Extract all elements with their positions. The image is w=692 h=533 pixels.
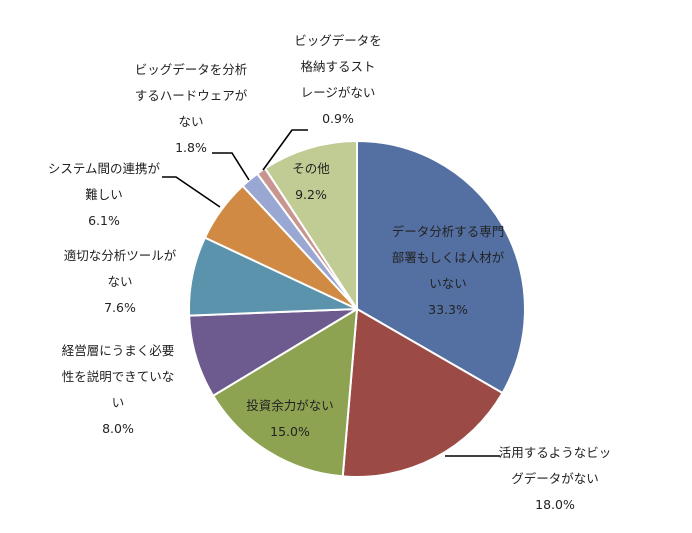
slice-value-label: 7.6%	[104, 300, 136, 315]
slice-label-1: 活用するようなビッ グデータがない 18.0%	[475, 440, 635, 518]
leader-lines	[162, 129, 500, 457]
slice-value-label: 18.0%	[535, 497, 575, 512]
slice-label-text: 経営層にうまく必要	[61, 343, 175, 358]
slice-label-text: い	[111, 395, 125, 410]
pie-slices	[188, 140, 526, 478]
leader-line-5	[162, 176, 221, 208]
slice-label-text: 難しい	[85, 187, 123, 202]
slice-value-label: 8.0%	[102, 421, 134, 436]
slice-label-text: レージがない	[300, 85, 376, 100]
slice-label-text: システム間の連携が	[47, 161, 161, 176]
leader-line-7	[262, 129, 308, 171]
slice-label-text: ない	[178, 114, 204, 129]
pie-slice-1	[341, 308, 504, 478]
slice-label-text: グデータがない	[511, 471, 599, 486]
slice-label-text: ビッグデータを	[294, 33, 382, 48]
slice-label-3: 経営層にうまく必要 性を説明できていない 8.0%	[38, 338, 198, 442]
slice-label-text: 性を説明できていな	[61, 369, 175, 384]
slice-label-text: その他	[292, 161, 330, 176]
leader-line-6	[212, 152, 250, 181]
pie-slice-2	[212, 308, 358, 478]
slice-value-label: 15.0%	[270, 424, 310, 439]
slice-label-2: 投資余力がない 15.0%	[210, 393, 370, 445]
slice-value-label: 33.3%	[428, 302, 468, 317]
slice-label-4: 適切な分析ツールが ない 7.6%	[40, 243, 200, 321]
slice-label-text: いない	[429, 276, 467, 291]
slice-label-text: データ分析する専門	[391, 224, 505, 239]
slice-label-5: システム間の連携が 難しい 6.1%	[24, 156, 184, 234]
slice-value-label: 6.1%	[88, 213, 120, 228]
slice-label-text: ない	[107, 274, 133, 289]
slice-label-text: 部署もしくは人材が	[391, 250, 505, 265]
slice-label-text: 活用するようなビッ	[498, 445, 612, 460]
slice-label-text: するハードウェアが	[134, 88, 248, 103]
pie-slice-8	[264, 140, 358, 310]
slice-label-0: データ分析する専門 部署もしくは人材が いない 33.3%	[368, 219, 528, 323]
slice-label-text: 投資余力がない	[246, 398, 334, 413]
slice-label-7: ビッグデータを 格納するスト レージがない 0.9%	[258, 28, 418, 132]
slice-label-6: ビッグデータを分析 するハードウェアが ない 1.8%	[111, 57, 271, 161]
slice-label-8: その他 9.2%	[231, 156, 391, 208]
slice-value-label: 9.2%	[295, 187, 327, 202]
slice-label-text: 格納するスト	[300, 59, 376, 74]
slice-label-text: ビッグデータを分析	[134, 62, 248, 77]
slice-label-text: 適切な分析ツールが	[63, 248, 177, 263]
slice-value-label: 1.8%	[175, 140, 207, 155]
slice-value-label: 0.9%	[322, 111, 354, 126]
pie-slice-0	[356, 140, 526, 394]
